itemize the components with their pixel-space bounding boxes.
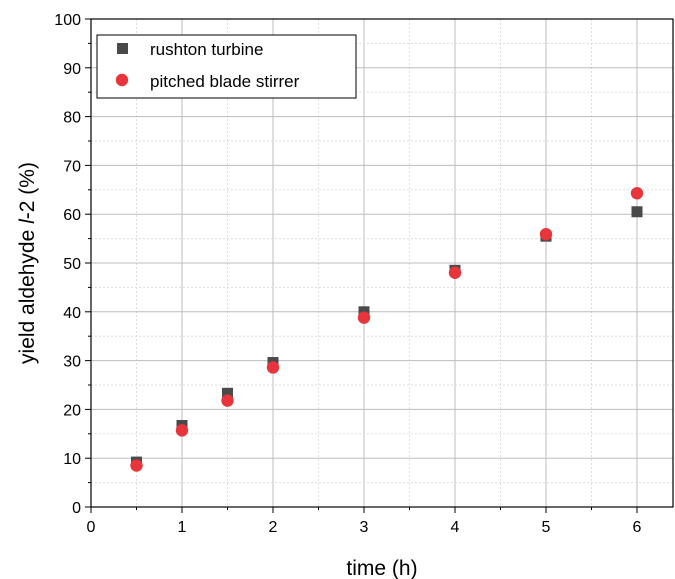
y-tick-label: 80 (63, 110, 81, 127)
y-tick-label: 50 (63, 256, 81, 273)
y-tick-label: 40 (63, 305, 81, 322)
legend-label-pitched-blade-stirrer: pitched blade stirrer (150, 72, 300, 91)
x-tick-label: 1 (178, 519, 187, 536)
data-marks (130, 187, 644, 472)
x-tick-label: 6 (633, 519, 642, 536)
legend-box (96, 34, 357, 99)
x-tick-label: 3 (360, 519, 369, 536)
x-tick-label: 0 (87, 519, 96, 536)
y-tick-label: 90 (63, 61, 81, 78)
y-tick-label: 30 (63, 354, 81, 371)
point-pitched-blade-stirrer (221, 394, 234, 407)
point-rushton-turbine (631, 206, 643, 218)
point-pitched-blade-stirrer (266, 361, 280, 374)
point-pitched-blade-stirrer (539, 228, 553, 241)
legend-marker-pitched-blade-stirrer (115, 73, 129, 87)
point-pitched-blade-stirrer (630, 187, 644, 200)
y-axis-title: yield aldehyde l-2 (%) (16, 162, 39, 364)
point-pitched-blade-stirrer (357, 311, 371, 324)
point-pitched-blade-stirrer (130, 459, 143, 472)
y-tick-label: 70 (63, 158, 81, 175)
x-tick-label: 2 (269, 519, 278, 536)
point-rushton-turbine (222, 387, 233, 399)
x-tick-label: 4 (451, 519, 460, 536)
x-axis-title: time (h) (346, 557, 417, 579)
legend-label-rushton-turbine: rushton turbine (150, 40, 263, 59)
axis-ticks (85, 18, 638, 513)
x-tick-label: 5 (542, 519, 551, 536)
y-tick-label: 100 (54, 12, 81, 29)
point-pitched-blade-stirrer (175, 424, 189, 437)
y-tick-label: 20 (63, 402, 81, 419)
legend-marker-rushton-turbine (117, 43, 128, 54)
y-tick-label: 60 (63, 207, 81, 224)
point-pitched-blade-stirrer (448, 266, 462, 279)
y-tick-label: 10 (63, 451, 81, 468)
y-tick-label: 0 (72, 500, 81, 517)
legend: rushton turbine pitched blade stirrer (96, 34, 357, 99)
